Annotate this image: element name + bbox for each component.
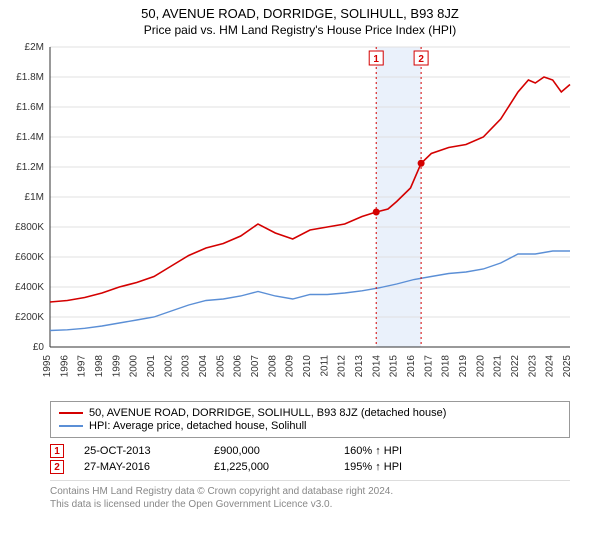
- marker-badge-2: 2: [50, 460, 64, 474]
- price-chart: £0 £200K £400K £600K £800K £1M £1.2M £1.4M £1.6M…: [0, 37, 600, 397]
- svg-text:2011: 2011: [319, 355, 330, 377]
- svg-text:£600K: £600K: [15, 252, 44, 263]
- marker-pct: 160% ↑ HPI: [344, 445, 454, 457]
- svg-text:2010: 2010: [302, 355, 313, 378]
- svg-text:2006: 2006: [233, 355, 244, 378]
- marker-date: 27-MAY-2016: [84, 461, 194, 473]
- svg-text:2012: 2012: [337, 355, 348, 378]
- marker-price: £1,225,000: [214, 461, 324, 473]
- marker-badge-1: 1: [50, 444, 64, 458]
- page-title: 50, AVENUE ROAD, DORRIDGE, SOLIHULL, B93…: [0, 6, 600, 21]
- svg-text:£800K: £800K: [15, 222, 44, 233]
- svg-text:2015: 2015: [389, 355, 400, 378]
- svg-text:£1.6M: £1.6M: [16, 102, 44, 113]
- svg-text:2023: 2023: [527, 355, 538, 378]
- svg-text:£400K: £400K: [15, 282, 44, 293]
- svg-text:2004: 2004: [198, 355, 209, 378]
- legend-swatch: [59, 412, 83, 414]
- svg-text:2005: 2005: [215, 355, 226, 378]
- marker-pct: 195% ↑ HPI: [344, 461, 454, 473]
- footer-line: This data is licensed under the Open Gov…: [50, 498, 570, 511]
- legend: 50, AVENUE ROAD, DORRIDGE, SOLIHULL, B93…: [50, 401, 570, 438]
- marker-row: 2 27-MAY-2016 £1,225,000 195% ↑ HPI: [50, 460, 570, 474]
- svg-text:2025: 2025: [562, 355, 573, 378]
- svg-text:£1.4M: £1.4M: [16, 132, 44, 143]
- legend-row: HPI: Average price, detached house, Soli…: [59, 420, 561, 432]
- svg-text:2020: 2020: [475, 355, 486, 378]
- svg-text:£200K: £200K: [15, 312, 44, 323]
- svg-text:1996: 1996: [59, 355, 70, 378]
- legend-label: HPI: Average price, detached house, Soli…: [89, 420, 307, 432]
- legend-swatch: [59, 425, 83, 427]
- svg-text:2007: 2007: [250, 355, 261, 378]
- svg-text:2003: 2003: [181, 355, 192, 378]
- svg-text:2002: 2002: [163, 355, 174, 378]
- footer: Contains HM Land Registry data © Crown c…: [50, 480, 570, 511]
- page-subtitle: Price paid vs. HM Land Registry's House …: [0, 23, 600, 37]
- svg-text:2000: 2000: [129, 355, 140, 378]
- marker-date: 25-OCT-2013: [84, 445, 194, 457]
- svg-text:£1M: £1M: [25, 192, 44, 203]
- svg-text:2008: 2008: [267, 355, 278, 378]
- svg-text:2013: 2013: [354, 355, 365, 378]
- svg-text:£0: £0: [33, 342, 45, 353]
- svg-text:1: 1: [373, 54, 379, 65]
- svg-text:1997: 1997: [77, 355, 88, 378]
- svg-text:2009: 2009: [285, 355, 296, 378]
- sale-markers-table: 1 25-OCT-2013 £900,000 160% ↑ HPI 2 27-M…: [50, 444, 570, 474]
- footer-line: Contains HM Land Registry data © Crown c…: [50, 485, 570, 498]
- svg-text:£2M: £2M: [25, 42, 44, 53]
- marker-row: 1 25-OCT-2013 £900,000 160% ↑ HPI: [50, 444, 570, 458]
- svg-text:£1.2M: £1.2M: [16, 162, 44, 173]
- svg-text:2: 2: [418, 54, 424, 65]
- svg-text:2017: 2017: [423, 355, 434, 378]
- svg-text:2022: 2022: [510, 355, 521, 378]
- svg-text:2014: 2014: [371, 355, 382, 378]
- svg-text:£1.8M: £1.8M: [16, 72, 44, 83]
- svg-text:2024: 2024: [545, 355, 556, 378]
- svg-text:1995: 1995: [42, 355, 53, 378]
- svg-text:1999: 1999: [111, 355, 122, 378]
- svg-text:2016: 2016: [406, 355, 417, 378]
- svg-text:2019: 2019: [458, 355, 469, 378]
- svg-text:2001: 2001: [146, 355, 157, 378]
- svg-text:2021: 2021: [493, 355, 504, 378]
- legend-row: 50, AVENUE ROAD, DORRIDGE, SOLIHULL, B93…: [59, 407, 561, 419]
- marker-price: £900,000: [214, 445, 324, 457]
- legend-label: 50, AVENUE ROAD, DORRIDGE, SOLIHULL, B93…: [89, 407, 446, 419]
- svg-text:1998: 1998: [94, 355, 105, 378]
- svg-text:2018: 2018: [441, 355, 452, 378]
